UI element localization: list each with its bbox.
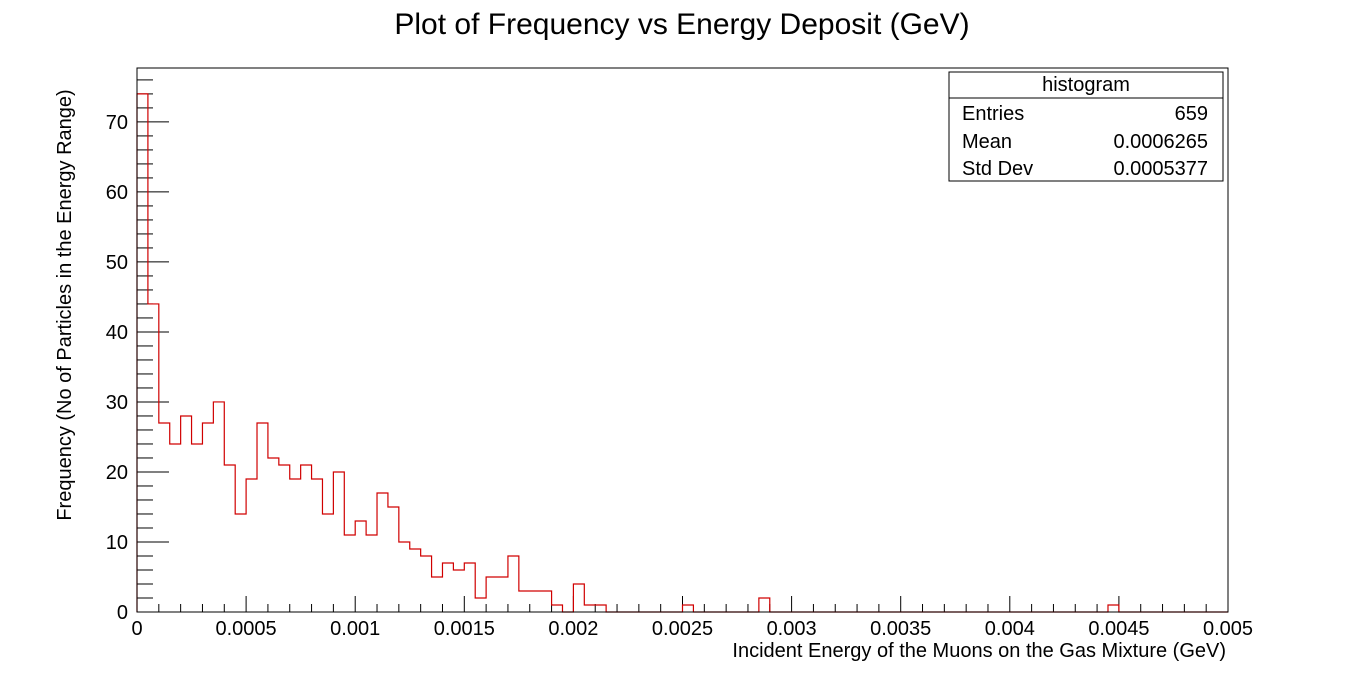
y-tick-label: 70 <box>106 112 128 134</box>
histogram-bin <box>584 605 595 612</box>
stats-box-frame <box>948 71 1224 182</box>
x-tick-label: 0.003 <box>767 618 817 640</box>
histogram-bin <box>759 598 770 612</box>
y-tick-label: 10 <box>106 532 128 554</box>
stats-box: histogram Entries 659 Mean 0.0006265 Std… <box>948 71 1224 182</box>
histogram-bin <box>432 577 443 612</box>
y-tick-label: 50 <box>106 252 128 274</box>
x-tick-label: 0.001 <box>330 618 380 640</box>
histogram-bin <box>464 563 475 612</box>
x-tick-label: 0.0015 <box>434 618 495 640</box>
histogram-bin <box>366 535 377 612</box>
x-tick-label: 0.0005 <box>216 618 277 640</box>
histogram-bin <box>399 542 410 612</box>
histogram-bin <box>486 577 497 612</box>
histogram-bin <box>181 416 192 612</box>
x-tick-label: 0.002 <box>548 618 598 640</box>
histogram-bin <box>530 591 541 612</box>
histogram-bin <box>388 507 399 612</box>
histogram-bin <box>453 570 464 612</box>
histogram-bin <box>290 479 301 612</box>
histogram-bin <box>257 423 268 612</box>
y-tick-label: 30 <box>106 392 128 414</box>
stats-box-title: histogram <box>1042 74 1130 96</box>
histogram-bin <box>442 563 453 612</box>
stats-stddev-label: Std Dev <box>962 158 1033 180</box>
histogram-bin <box>322 514 333 612</box>
histogram-bin <box>355 521 366 612</box>
histogram-bin <box>333 472 344 612</box>
x-tick-label: 0.004 <box>985 618 1035 640</box>
histogram-bin <box>497 577 508 612</box>
histogram-bin <box>312 479 323 612</box>
plot-frame <box>136 67 1229 613</box>
histogram-bin <box>159 423 170 612</box>
histogram-bin <box>519 591 530 612</box>
y-tick-label: 0 <box>117 602 128 624</box>
histogram-bin <box>541 591 552 612</box>
histogram-bin <box>377 493 388 612</box>
y-tick-label: 20 <box>106 462 128 484</box>
histogram-bin <box>192 444 203 612</box>
histogram-bin <box>301 465 312 612</box>
stats-stddev-value: 0.0005377 <box>1113 158 1208 180</box>
stats-entries-value: 659 <box>1175 103 1208 125</box>
x-tick-label: 0.005 <box>1203 618 1253 640</box>
x-axis-label: Incident Energy of the Muons on the Gas … <box>732 640 1226 662</box>
histogram-bin <box>279 465 290 612</box>
histogram-bin <box>552 605 563 612</box>
histogram-bin <box>475 598 486 612</box>
histogram-bin <box>137 94 148 612</box>
histogram-bin <box>595 605 606 612</box>
x-axis: 0 0.0005 0.001 0.0015 0.002 0.0025 0.003 0.0035… <box>131 596 1253 640</box>
x-tick-label: 0.0045 <box>1088 618 1149 640</box>
y-tick-label: 60 <box>106 182 128 204</box>
histogram-bin <box>573 584 584 612</box>
x-tick-label: 0.0025 <box>652 618 713 640</box>
histogram-bin <box>224 465 235 612</box>
histogram-bin <box>344 535 355 612</box>
y-axis-label: Frequency (No of Particles in the Energy… <box>54 89 76 520</box>
x-tick-label: 0.0035 <box>870 618 931 640</box>
histogram-bin <box>683 605 694 612</box>
histogram-bin <box>235 514 246 612</box>
histogram-bin <box>1108 605 1119 612</box>
stats-entries-label: Entries <box>962 103 1024 125</box>
y-tick-label: 40 <box>106 322 128 344</box>
x-tick-label: 0 <box>131 618 142 640</box>
histogram-bin <box>508 556 519 612</box>
histogram-bin <box>246 479 257 612</box>
histogram-bin <box>410 549 421 612</box>
histogram-bin <box>213 402 224 612</box>
histogram-bin <box>268 458 279 612</box>
stats-mean-value: 0.0006265 <box>1113 131 1208 153</box>
histogram-bin <box>170 444 181 612</box>
histogram-bin <box>202 423 213 612</box>
stats-mean-label: Mean <box>962 131 1012 153</box>
histogram-bin <box>421 556 432 612</box>
chart-title: Plot of Frequency vs Energy Deposit (GeV… <box>394 8 969 41</box>
